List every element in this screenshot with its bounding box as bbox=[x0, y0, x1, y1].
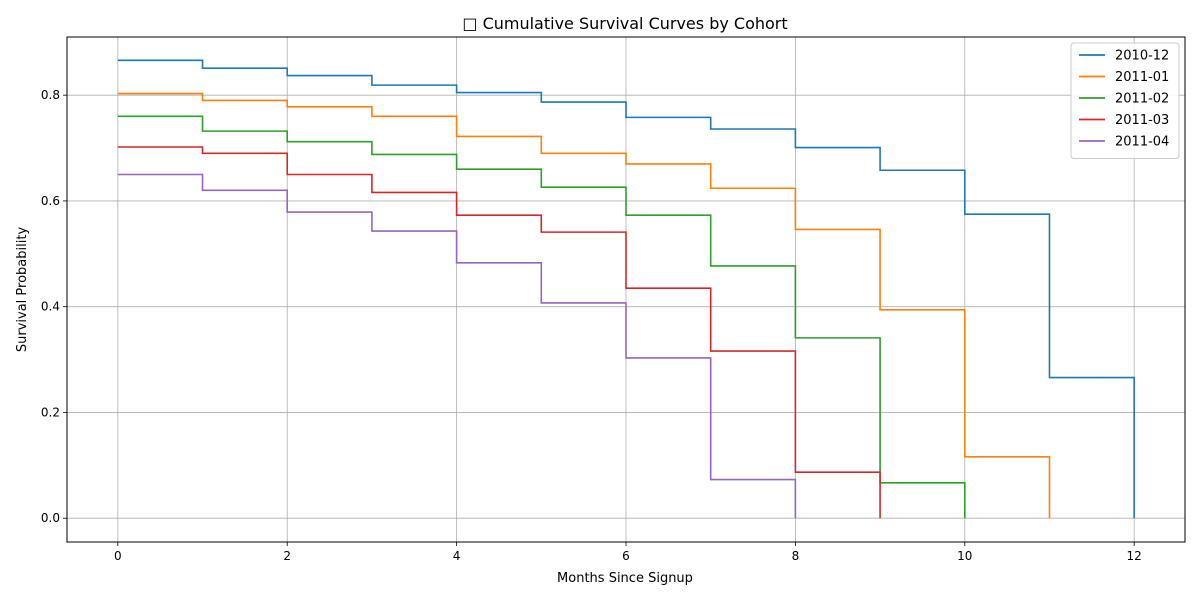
series-line-2011-04 bbox=[117, 173, 797, 519]
y-tick-label: 0.4 bbox=[41, 300, 60, 314]
legend-label: 2010-12 bbox=[1115, 49, 1169, 64]
x-tick-label: 8 bbox=[792, 549, 800, 563]
y-tick-label: 0.8 bbox=[41, 88, 60, 102]
x-tick-label: 4 bbox=[453, 549, 461, 563]
series-line-2011-03 bbox=[117, 146, 881, 519]
y-axis-title: Survival Probability bbox=[15, 227, 30, 353]
legend: 2010-12 2011-01 2011-02 2011-03 2011-04 bbox=[1070, 42, 1180, 159]
x-axis-title: Months Since Signup bbox=[557, 571, 693, 586]
x-tick-label: 2 bbox=[283, 549, 291, 563]
x-tick-label: 10 bbox=[957, 549, 972, 563]
series-line-2011-01 bbox=[117, 92, 1051, 519]
series-line-2011-02 bbox=[117, 115, 966, 519]
y-tick-label: 0.2 bbox=[41, 405, 60, 419]
series-lines bbox=[117, 59, 1135, 519]
y-tick-label: 0.6 bbox=[41, 194, 60, 208]
x-tick-label: 6 bbox=[622, 549, 630, 563]
axis-ticks: 0 2 4 6 8 10 12 0.0 0.2 0.4 0.6 0.8 bbox=[41, 88, 1142, 563]
series-line-2010-12 bbox=[117, 59, 1135, 519]
chart-title: □ Cumulative Survival Curves by Cohort bbox=[462, 14, 787, 33]
legend-label: 2011-02 bbox=[1115, 92, 1169, 107]
x-tick-label: 12 bbox=[1127, 549, 1142, 563]
y-tick-label: 0.0 bbox=[41, 511, 60, 525]
legend-label: 2011-04 bbox=[1115, 135, 1169, 150]
legend-label: 2011-03 bbox=[1115, 113, 1169, 128]
legend-box bbox=[1070, 42, 1180, 159]
x-tick-label: 0 bbox=[114, 549, 122, 563]
legend-label: 2011-01 bbox=[1115, 70, 1169, 85]
